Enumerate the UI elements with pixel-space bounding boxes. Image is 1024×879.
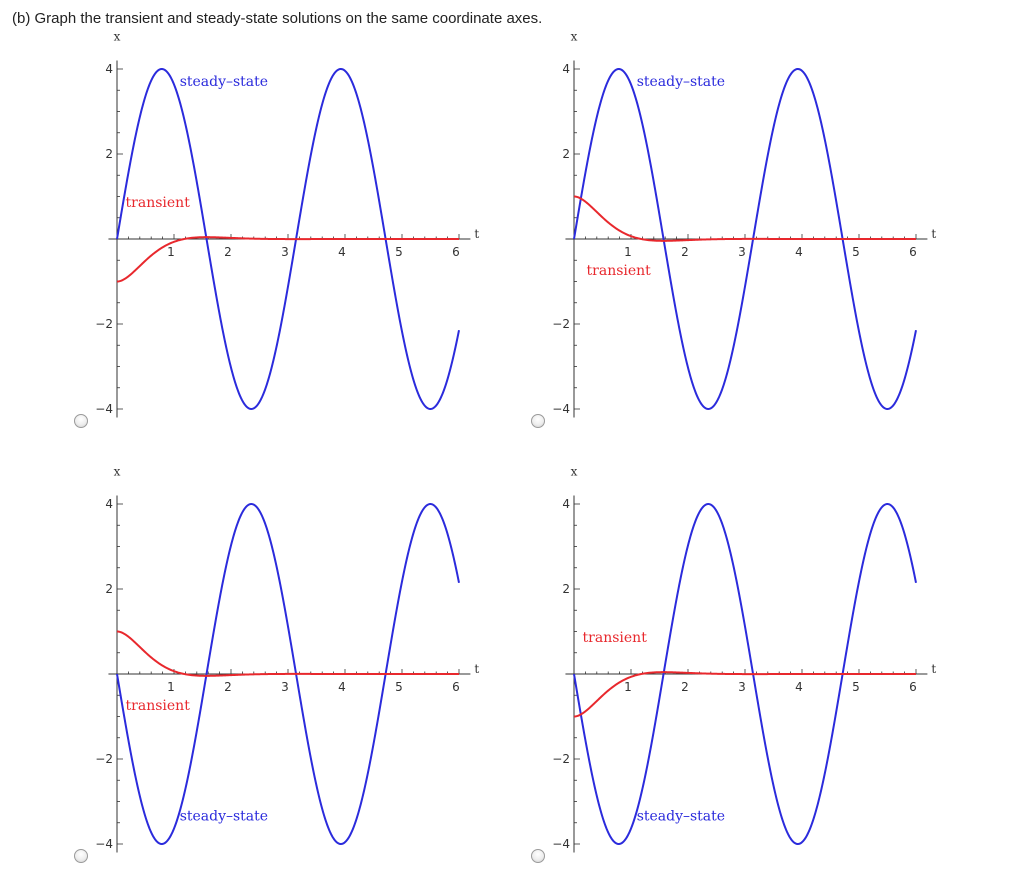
y-tick-label: 4 <box>105 62 113 76</box>
radio-option-a[interactable] <box>74 414 88 428</box>
x-tick-label: 1 <box>167 680 175 694</box>
x-tick-label: 2 <box>224 680 232 694</box>
x-axis-name: t <box>931 227 936 241</box>
x-tick-label: 5 <box>395 680 403 694</box>
y-tick-label: −4 <box>95 837 113 851</box>
chart-b: 1 2 3 4 5 6 4 2 −2 −4 x t steady–state transient <box>552 30 936 418</box>
chart-c: 1 2 3 4 5 6 4 2 −2 −4 x t steady–state transient <box>95 465 479 853</box>
x-tick-label: 3 <box>281 680 289 694</box>
y-axis-name: x <box>571 30 578 44</box>
steady-state-curve <box>116 502 460 846</box>
x-axis-name: t <box>474 227 479 241</box>
transient-curve <box>573 195 916 242</box>
y-tick-label: −2 <box>552 752 570 766</box>
x-axis-name: t <box>931 662 936 676</box>
plot-option-b: 1 2 3 4 5 6 4 2 −2 −4 x t steady–state transient <box>552 30 972 435</box>
steady-state-label: steady–state <box>637 809 725 825</box>
x-axis-name: t <box>474 662 479 676</box>
radio-option-d[interactable] <box>531 849 545 863</box>
x-tick-label: 3 <box>738 680 746 694</box>
plot-option-a: 1 2 3 4 5 6 4 2 −2 −4 x t steady–state transient <box>95 30 515 435</box>
x-tick-label: 2 <box>681 680 689 694</box>
y-tick-label: −4 <box>552 402 570 416</box>
plot-option-d: 1 2 3 4 5 6 4 2 −2 −4 x t steady–state transient <box>552 465 972 870</box>
steady-state-curve <box>573 67 917 411</box>
x-tick-label: 4 <box>338 245 346 259</box>
chart-a: 1 2 3 4 5 6 4 2 −2 −4 x t steady–state transient <box>95 30 479 418</box>
question-text: (b) Graph the transient and steady-state… <box>12 10 543 27</box>
x-tick-label: 6 <box>452 680 460 694</box>
x-tick-label: 5 <box>852 680 860 694</box>
y-tick-label: 2 <box>105 147 113 161</box>
y-tick-label: 4 <box>562 62 570 76</box>
y-axis-name: x <box>114 465 121 479</box>
steady-state-label: steady–state <box>180 74 268 90</box>
x-tick-label: 1 <box>624 245 632 259</box>
transient-label: transient <box>583 630 648 646</box>
radio-option-c[interactable] <box>74 849 88 863</box>
transient-label: transient <box>126 698 191 714</box>
y-tick-label: −2 <box>552 317 570 331</box>
radio-option-b[interactable] <box>531 414 545 428</box>
y-axis-name: x <box>114 30 121 44</box>
x-tick-label: 6 <box>452 245 460 259</box>
steady-state-label: steady–state <box>180 809 268 825</box>
steady-state-curve <box>116 67 460 411</box>
x-tick-label: 4 <box>795 680 803 694</box>
y-tick-label: −4 <box>552 837 570 851</box>
x-tick-label: 4 <box>795 245 803 259</box>
y-tick-label: 4 <box>105 497 113 511</box>
y-tick-label: −2 <box>95 752 113 766</box>
y-tick-label: −4 <box>95 402 113 416</box>
chart-d: 1 2 3 4 5 6 4 2 −2 −4 x t steady–state transient <box>552 465 936 853</box>
x-tick-label: 5 <box>852 245 860 259</box>
x-tick-label: 1 <box>167 245 175 259</box>
transient-curve <box>116 236 459 283</box>
y-tick-label: 2 <box>562 582 570 596</box>
y-tick-label: 2 <box>562 147 570 161</box>
transient-curve <box>573 671 916 718</box>
x-tick-label: 5 <box>395 245 403 259</box>
x-tick-label: 3 <box>738 245 746 259</box>
plot-option-c: 1 2 3 4 5 6 4 2 −2 −4 x t steady–state transient <box>95 465 515 870</box>
y-tick-label: 2 <box>105 582 113 596</box>
x-tick-label: 2 <box>681 245 689 259</box>
transient-label: transient <box>126 195 191 211</box>
y-tick-label: −2 <box>95 317 113 331</box>
x-tick-label: 6 <box>909 680 917 694</box>
x-tick-label: 3 <box>281 245 289 259</box>
x-tick-label: 2 <box>224 245 232 259</box>
x-tick-label: 6 <box>909 245 917 259</box>
steady-state-label: steady–state <box>637 74 725 90</box>
x-tick-label: 1 <box>624 680 632 694</box>
x-tick-label: 4 <box>338 680 346 694</box>
y-tick-label: 4 <box>562 497 570 511</box>
transient-label: transient <box>587 263 652 279</box>
steady-state-curve <box>573 502 917 846</box>
y-axis-name: x <box>571 465 578 479</box>
transient-curve <box>116 630 459 677</box>
